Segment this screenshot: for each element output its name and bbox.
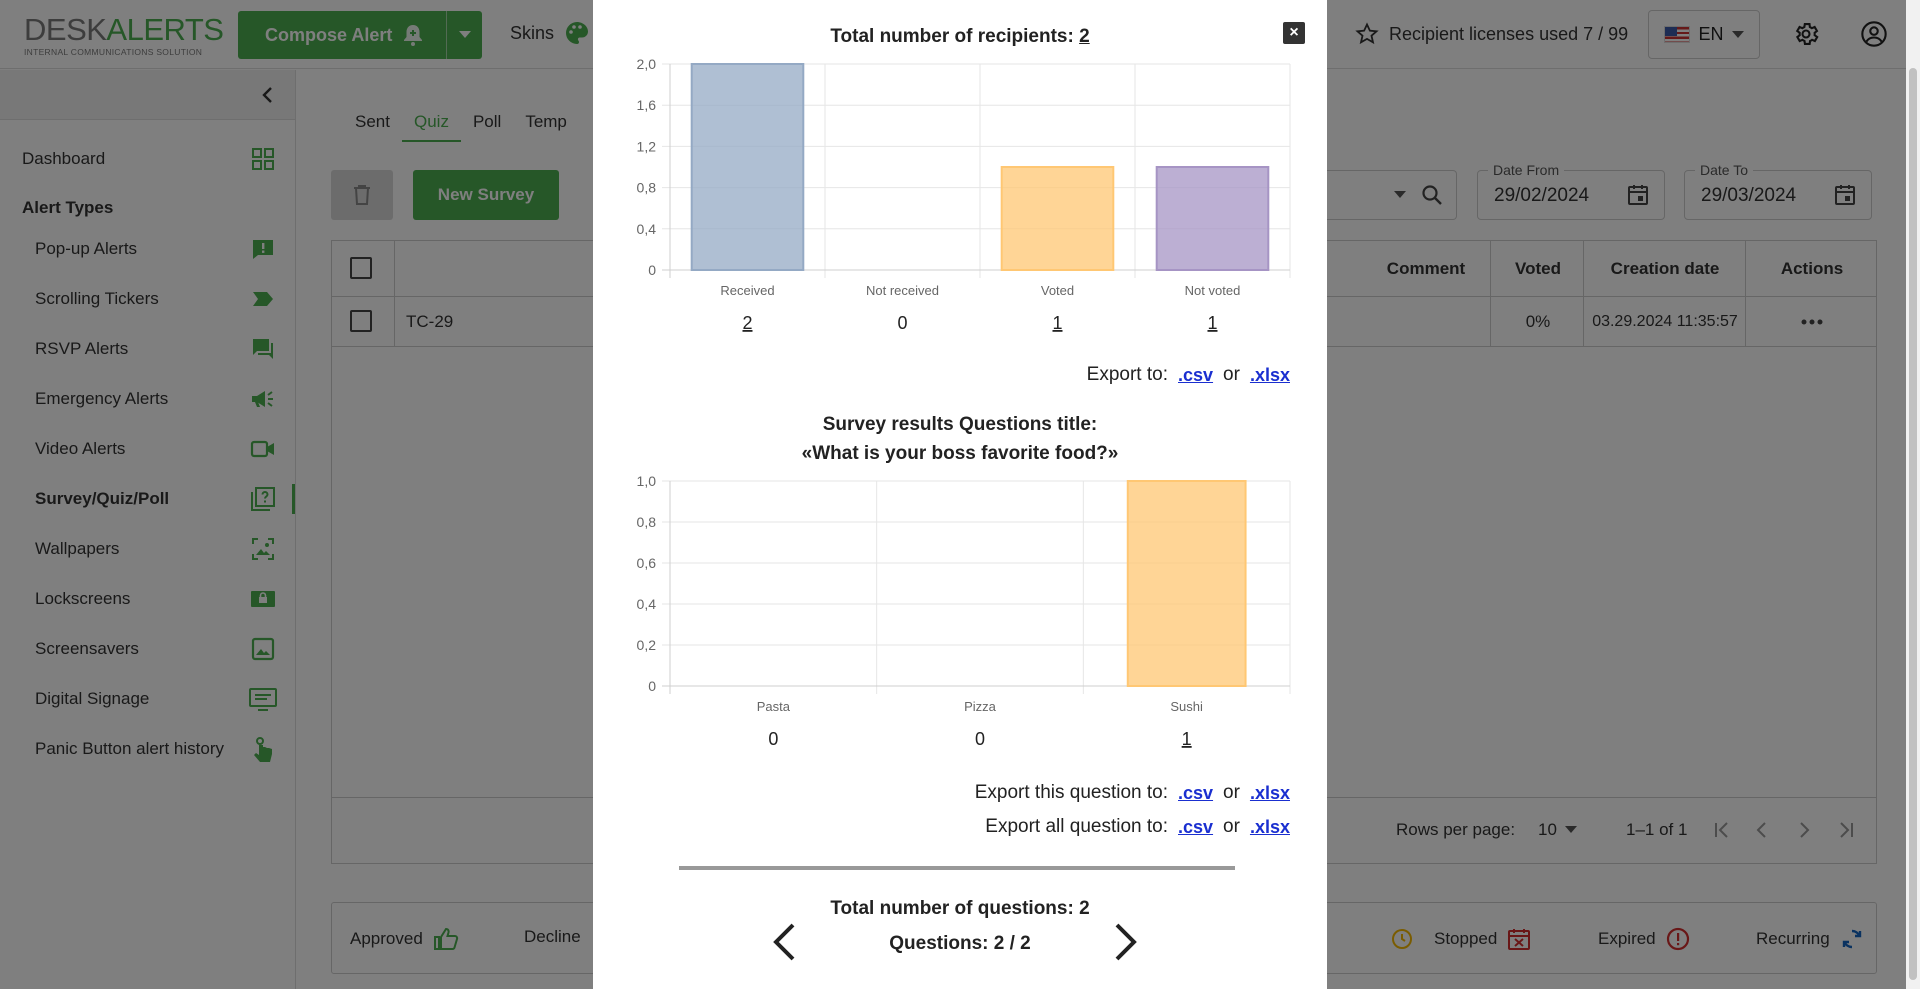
export-label: Export all question to:	[985, 816, 1168, 837]
x-tick-label: Not received	[866, 283, 939, 298]
export-csv-link[interactable]: .csv	[1178, 364, 1214, 385]
y-tick-label: 0,8	[637, 514, 657, 530]
value-label: 1	[1182, 729, 1192, 749]
question-results-chart: 0 0,2 0,4 0,6 0,8 1,0 Pasta 0 Pizza 0 Sushi 1	[637, 473, 1291, 749]
bar-received	[690, 63, 805, 271]
y-tick-label: 1,0	[637, 473, 657, 489]
recipients-total: Total number of recipients: 2	[593, 26, 1327, 48]
x-tick-label: Received	[720, 283, 774, 298]
value-label: 1	[1052, 313, 1062, 333]
y-tick-label: 2,0	[637, 56, 657, 72]
y-tick-label: 0,8	[637, 180, 657, 196]
value-label: 2	[742, 313, 752, 333]
export-all-questions: Export all question to: .csv or .xlsx	[985, 816, 1290, 838]
y-tick-label: 0	[648, 678, 656, 694]
x-tick-label: Sushi	[1170, 699, 1203, 714]
y-tick-label: 1,6	[637, 97, 657, 113]
value-label: 0	[768, 729, 778, 749]
x-tick-label: Not voted	[1185, 283, 1241, 298]
export-this-question: Export this question to: .csv or .xlsx	[975, 782, 1290, 804]
bar-voted	[1000, 166, 1115, 271]
export-label: Export to:	[1086, 364, 1168, 385]
value-label: 0	[897, 313, 907, 333]
value-label: 0	[975, 729, 985, 749]
y-tick-label: 0,2	[637, 637, 657, 653]
survey-results-title: Survey results Questions title:	[822, 414, 1098, 435]
close-icon[interactable]: ×	[1283, 22, 1305, 44]
x-tick-label: Voted	[1041, 283, 1074, 298]
y-tick-label: 0	[648, 262, 656, 278]
export-question-csv-link[interactable]: .csv	[1178, 782, 1214, 803]
question-title: «What is your boss favorite food?»	[801, 443, 1119, 464]
x-tick-label: Pizza	[964, 699, 997, 714]
export-or: or	[1223, 816, 1240, 837]
survey-results-modal: × Total number of recipients: 2 0 0,4 0,8 1…	[593, 0, 1327, 989]
bar-not-voted	[1155, 166, 1270, 271]
page-scrollbar[interactable]	[1906, 0, 1920, 989]
export-xlsx-link[interactable]: .xlsx	[1249, 364, 1290, 385]
export-all-csv-link[interactable]: .csv	[1178, 816, 1214, 837]
recipients-chart: 0 0,4 0,8 1,2 1,6 2,0 Received 2 Not received 0 Vo…	[637, 56, 1291, 333]
x-tick-label: Pasta	[757, 699, 791, 714]
y-tick-label: 0,4	[637, 221, 657, 237]
previous-question-icon[interactable]	[771, 922, 797, 962]
export-all-xlsx-link[interactable]: .xlsx	[1249, 816, 1290, 837]
export-label: Export this question to:	[974, 782, 1168, 803]
y-tick-label: 0,4	[637, 596, 657, 612]
total-questions: Total number of questions: 2	[830, 898, 1090, 919]
scrollbar-thumb[interactable]	[1909, 68, 1917, 980]
y-tick-label: 1,2	[637, 138, 657, 154]
export-recipients: Export to: .csv or .xlsx	[1087, 364, 1290, 386]
value-label: 1	[1207, 313, 1217, 333]
export-question-xlsx-link[interactable]: .xlsx	[1249, 782, 1290, 803]
y-tick-label: 0,6	[637, 555, 657, 571]
bar-sushi	[1126, 480, 1247, 687]
section-divider	[679, 866, 1235, 870]
next-question-icon[interactable]	[1113, 922, 1139, 962]
export-or: or	[1223, 782, 1240, 803]
recipients-label: Total number of recipients:	[830, 26, 1074, 47]
export-or: or	[1223, 364, 1240, 385]
recipients-value[interactable]: 2	[1079, 26, 1090, 47]
questions-counter: Questions: 2 / 2	[889, 933, 1031, 954]
